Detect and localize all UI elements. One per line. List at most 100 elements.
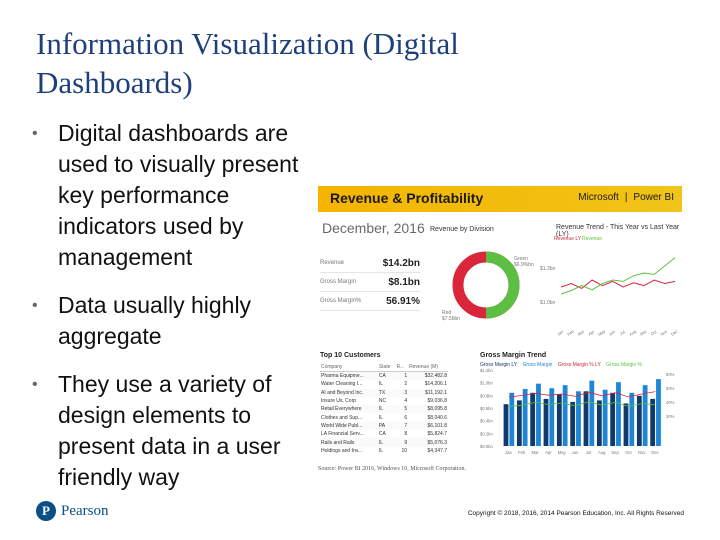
table-header-cell: R... — [395, 362, 409, 372]
gm-month-label: Apr — [545, 450, 552, 455]
table-cell: 9 — [395, 438, 409, 447]
table-row: Holdings and Inv... IL 10 $4,347.7 — [320, 447, 448, 455]
table-cell: Clothes and Sup... — [321, 414, 363, 421]
gm-axis-label-right: 50% — [666, 386, 675, 391]
gm-axis-label-right: 40% — [666, 400, 675, 405]
gm-bar — [602, 389, 608, 446]
table-row: Water Cleaning I... IL 2 $14,206.1 — [320, 380, 448, 388]
gm-bar — [629, 392, 635, 446]
table-cell: Retail Everywhere — [320, 405, 378, 414]
gm-percent-ly-line — [508, 391, 656, 398]
table-cell: World Wide Publ... — [320, 421, 378, 431]
brand-label: Microsoft | Power BI — [578, 192, 674, 203]
bullet-item: • They use a variety of design elements t… — [30, 369, 330, 493]
gm-bar-ly — [610, 392, 616, 446]
table-row: Pharma Equipme... CA 1 $32,482.8 — [320, 371, 448, 381]
gm-axis-label: $0.2bn — [480, 431, 493, 436]
dashboard-date: December, 2016 — [322, 220, 425, 236]
top-customers-title: Top 10 Customers — [320, 352, 381, 359]
top-customers-table: Company State R... Revenue (M) Pharma Eq… — [320, 362, 448, 455]
gm-month-label: May — [558, 450, 567, 455]
gm-bar-ly — [503, 404, 509, 446]
bullet-dot-icon: • — [32, 376, 38, 393]
table-body: Pharma Equipme... CA 1 $32,482.8 Water Clean… — [320, 371, 448, 455]
table-header-cell: State — [377, 362, 396, 372]
gm-axis-label: $1.2bn — [480, 368, 493, 373]
gm-legend-item: Gross Margin % — [606, 362, 642, 368]
revenue-trend-chart: Jan Feb Mar Apr May Jun Jul Aug Sep Oct Nov Dec — [558, 257, 678, 337]
gm-legend: Gross Margin LY Gross Margin Gross Margi… — [480, 362, 642, 368]
kpi-label: Revenue — [320, 260, 345, 266]
brand-separator: | — [624, 192, 628, 203]
donut-label-green: Green $6.9%bn — [514, 256, 534, 268]
pearson-logo-icon: P — [36, 501, 56, 521]
trend-month-label: Nov — [659, 329, 668, 337]
gm-bar-ly — [570, 401, 576, 446]
bullet-list: • Digital dashboards are used to visually… — [30, 118, 330, 510]
kpi-row: Gross Margin $8.1bn — [320, 273, 420, 292]
kpi-value: $14.2bn — [382, 257, 420, 269]
trend-legend-ly: Revenue LY — [554, 236, 582, 242]
trend-month-label: May — [597, 329, 606, 337]
gm-month-label: Feb — [518, 450, 526, 455]
kpi-value: $8.1bn — [388, 276, 420, 288]
gm-month-label: Jan — [505, 450, 512, 455]
gm-percent-line — [508, 401, 656, 407]
gm-axis-label: $0.8bn — [480, 393, 493, 398]
trend-axis-top: $1.2bn — [540, 266, 556, 272]
kpi-row: Gross Margin% 56.91% — [320, 292, 420, 311]
table-header-cell: Company — [320, 362, 378, 372]
pearson-logo-text: Pearson — [61, 502, 109, 519]
gm-legend-item: Gross Margin % LY — [557, 362, 601, 368]
gm-bar — [522, 389, 528, 446]
gm-bar-ly — [516, 400, 522, 446]
gm-axis-label-right: 60% — [666, 372, 675, 377]
table-cell: $6,101.8 — [408, 421, 448, 431]
trend-month-label: Aug — [628, 329, 637, 337]
gm-bar — [589, 380, 595, 446]
table-cell: IL — [377, 405, 396, 414]
table-cell: 3 — [395, 388, 409, 397]
table-cell: NC — [378, 398, 387, 405]
kpi-label: Gross Margin — [320, 279, 357, 285]
table-cell: IL — [377, 438, 396, 447]
gm-bar-ly — [556, 394, 562, 446]
microsoft-label: Microsoft — [578, 192, 619, 203]
table-cell: Rails and Rails — [320, 438, 378, 447]
dashboard-title: Revenue & Profitability — [330, 190, 484, 206]
trend-month-label: Jan — [558, 329, 564, 337]
kpi-row: Revenue $14.2bn — [320, 254, 420, 273]
trend-legend-current: Revenue — [582, 236, 603, 242]
table-cell: TX — [377, 388, 396, 397]
gm-month-label: Jun — [572, 450, 579, 455]
gm-bar — [642, 385, 648, 446]
dashboard-header: Revenue & Profitability Microsoft | Power … — [318, 186, 682, 212]
table-cell: IL — [378, 414, 383, 421]
bullet-item: • Digital dashboards are used to visually… — [30, 118, 330, 273]
gm-axis-label: $0.6bn — [480, 406, 493, 411]
table-cell: PA — [377, 421, 396, 431]
gross-margin-chart: $1.2bn $1.0bn $0.8bn $0.6bn $0.4bn $0.2bn $0.0… — [480, 368, 675, 455]
kpi-value: 56.91% — [386, 295, 420, 307]
table-row: LA Financial Serv... CA 8 $5,824.7 — [320, 430, 448, 438]
trend-current-line — [560, 257, 676, 295]
gm-bar — [656, 379, 661, 446]
bullet-dot-icon: • — [32, 125, 38, 142]
gm-bar — [616, 382, 621, 446]
table-cell: IL — [378, 381, 383, 388]
table-cell: $8,040.6 — [427, 414, 447, 421]
bullet-text: Data usually highly aggregate — [58, 292, 252, 349]
trend-month-label: Feb — [566, 328, 575, 336]
table-row: AI and Beyond Inc. TX 3 $11,192.1 — [320, 388, 448, 397]
slide-title: Information Visualization (Digital Dashb… — [36, 24, 596, 102]
trend-month-label: Apr — [587, 329, 596, 337]
table-cell: 8 — [404, 431, 408, 438]
gm-bar-ly — [583, 391, 589, 446]
trend-month-label: Jul — [619, 329, 626, 336]
table-cell: CA — [377, 371, 396, 381]
table-cell: 5 — [395, 405, 409, 414]
gm-month-label: Mar — [531, 450, 539, 455]
gm-legend-item: Gross Margin — [522, 362, 553, 368]
table-cell: $11,192.1 — [408, 388, 448, 397]
revenue-by-division-label: Revenue by Division — [430, 226, 494, 233]
